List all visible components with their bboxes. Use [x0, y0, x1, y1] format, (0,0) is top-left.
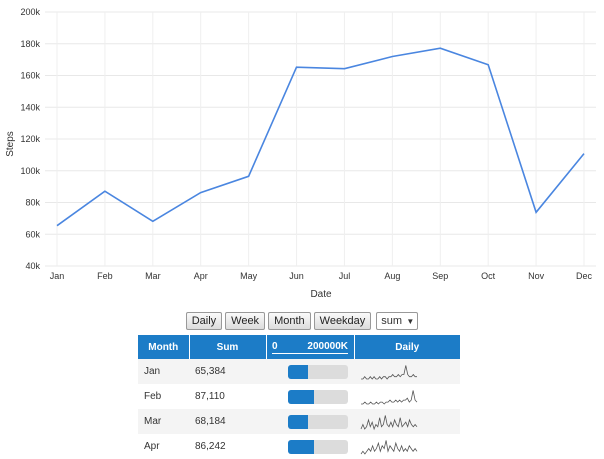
- x-tick-label: Nov: [528, 271, 545, 281]
- bar-cell: [266, 434, 354, 459]
- weekday-button[interactable]: Weekday: [313, 312, 372, 330]
- table-row: Mar 68,184: [138, 409, 460, 434]
- monthly-summary-table: Month Sum 0 200000K Daily Jan 65,384 Feb 87…: [138, 335, 460, 459]
- sparkline-path: [360, 414, 418, 430]
- daily-sparkline: [360, 439, 418, 455]
- month-column-header[interactable]: Month: [138, 335, 190, 359]
- x-tick-label: Jul: [339, 271, 351, 281]
- month-button[interactable]: Month: [268, 312, 311, 330]
- sum-bar-track: [288, 439, 348, 454]
- sum-bar-fill: [288, 439, 314, 454]
- sum-cell: 86,242: [189, 434, 266, 459]
- y-tick-label: 180k: [20, 39, 40, 49]
- y-tick-label: 100k: [20, 166, 40, 176]
- sum-bar-track: [288, 414, 348, 429]
- x-tick-label: May: [240, 271, 258, 281]
- table-row: Feb 87,110: [138, 384, 460, 409]
- daily-sparkline: [360, 414, 418, 430]
- y-tick-label: 40k: [25, 261, 40, 271]
- steps-line-chart: 40k 60k 80k 100k 120k 140k 160k 180k 200k Jan Feb…: [5, 7, 596, 300]
- x-axis-label: Date: [310, 289, 332, 300]
- month-cell: Feb: [138, 384, 189, 409]
- sum-cell: 68,184: [189, 409, 266, 434]
- y-tick-label: 60k: [25, 229, 40, 239]
- daily-cell: [354, 384, 460, 409]
- chevron-down-icon: ▼: [406, 316, 415, 326]
- daily-sparkline: [361, 389, 418, 405]
- table-row: Jan 65,384: [138, 359, 460, 384]
- daily-cell: [354, 434, 460, 459]
- scale-min-label: 0: [272, 340, 278, 352]
- y-tick-label: 120k: [20, 134, 40, 144]
- chart-grid: [45, 11, 596, 267]
- y-tick-label: 140k: [20, 102, 40, 112]
- x-tick-label: Dec: [576, 271, 593, 281]
- x-tick-label: Sep: [432, 271, 448, 281]
- bar-cell: [266, 409, 354, 434]
- sum-bar-fill: [288, 389, 315, 404]
- bar-cell: [266, 384, 354, 409]
- x-tick-label: Feb: [97, 271, 113, 281]
- sum-bar-track: [288, 389, 348, 404]
- daily-sparkline: [361, 364, 417, 380]
- table-row: Apr 86,242: [138, 434, 460, 459]
- aggregate-select[interactable]: sum ▼: [376, 312, 419, 330]
- sum-column-header[interactable]: Sum: [189, 335, 267, 359]
- sum-cell: 87,110: [189, 384, 266, 409]
- week-button[interactable]: Week: [225, 312, 266, 330]
- sum-cell: 65,384: [189, 359, 266, 384]
- y-axis-label: Steps: [5, 131, 16, 157]
- sparkline-path: [361, 364, 417, 380]
- month-cell: Jan: [138, 359, 189, 384]
- month-cell: Apr: [138, 434, 189, 459]
- daily-button[interactable]: Daily: [185, 312, 223, 330]
- bar-cell: [266, 359, 354, 384]
- sparkline-path: [361, 389, 418, 405]
- x-tick-label: Oct: [481, 271, 496, 281]
- daily-column-header[interactable]: Daily: [354, 335, 460, 359]
- sum-bar-fill: [288, 364, 308, 379]
- daily-cell: [354, 359, 460, 384]
- x-tick-label: Mar: [145, 271, 161, 281]
- y-tick-label: 160k: [20, 71, 40, 81]
- bar-scale: 0 200000K: [272, 341, 348, 354]
- daily-cell: [354, 409, 460, 434]
- x-axis-ticks: Jan Feb Mar Apr May Jun Jul Aug Sep Oct Nov Dec: [50, 271, 593, 281]
- y-axis-ticks: 40k 60k 80k 100k 120k 140k 160k 180k 200k: [20, 7, 40, 271]
- y-tick-label: 200k: [20, 7, 40, 17]
- view-controls: Daily Week Month Weekday sum ▼: [0, 311, 604, 331]
- sum-bar-track: [288, 364, 348, 379]
- series-line: [56, 47, 585, 227]
- sum-bar-fill: [288, 414, 309, 429]
- scale-max-label: 200000K: [307, 340, 348, 352]
- scale-column-header[interactable]: 0 200000K: [266, 335, 355, 359]
- x-tick-label: Aug: [384, 271, 400, 281]
- x-tick-label: Apr: [194, 271, 208, 281]
- aggregate-select-value: sum: [381, 315, 403, 327]
- x-tick-label: Jan: [50, 271, 65, 281]
- y-tick-label: 80k: [25, 198, 40, 208]
- x-tick-label: Jun: [289, 271, 304, 281]
- sparkline-path: [360, 439, 418, 455]
- month-cell: Mar: [138, 409, 189, 434]
- table-header-row: Month Sum 0 200000K Daily: [138, 335, 460, 359]
